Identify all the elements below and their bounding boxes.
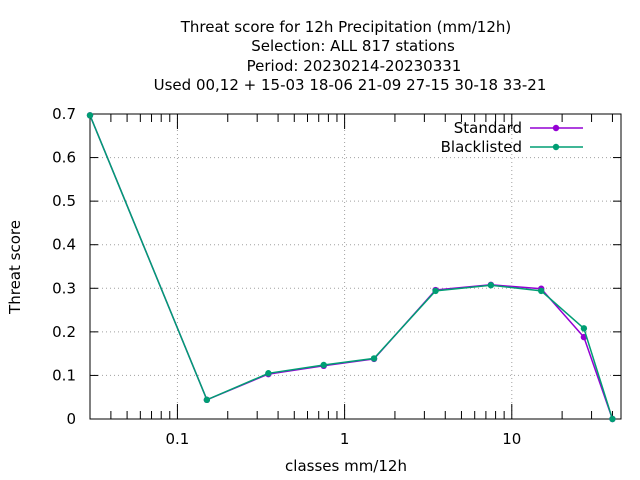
title-line-3: Period: 20230214-20230331: [247, 57, 462, 75]
series-line: [89, 115, 614, 420]
title-line-2: Selection: ALL 817 stations: [251, 37, 455, 55]
x-axis-label: classes mm/12h: [285, 457, 407, 475]
x-tick-label: 0.1: [165, 430, 189, 448]
data-point: [203, 396, 211, 404]
series-line: [89, 115, 614, 420]
plot-frame: [89, 113, 622, 420]
y-tick-label: 0.5: [52, 192, 76, 210]
y-tick-label: 0.6: [52, 149, 76, 167]
y-tick-label: 0.2: [52, 323, 76, 341]
y-tick-label: 0.1: [52, 366, 76, 384]
x-tick-label: 10: [502, 430, 521, 448]
series-layer: [86, 112, 616, 423]
grid-lines: [90, 114, 621, 419]
legend-label: Blacklisted: [441, 138, 522, 156]
title-line-4: Used 00,12 + 15-03 18-06 21-09 27-15 30-…: [154, 76, 547, 94]
legend-label: Standard: [454, 119, 522, 137]
data-point: [265, 370, 272, 377]
y-axis-ticks: 0 0.1 0.2 0.3 0.4 0.5 0.6 0.7: [52, 105, 621, 428]
data-point: [370, 355, 378, 362]
x-axis-ticks: 0.1 1 10: [165, 114, 521, 448]
y-tick-label: 0.4: [52, 236, 76, 254]
data-point: [432, 287, 439, 295]
minor-ticks: [110, 114, 613, 419]
data-point: [320, 361, 327, 369]
data-point: [580, 325, 588, 332]
data-point: [86, 112, 94, 119]
data-point: [609, 415, 616, 423]
legend-swatch-marker: [552, 124, 560, 132]
y-tick-label: 0: [66, 410, 76, 428]
series-blacklisted: [86, 112, 616, 423]
data-point: [538, 287, 545, 295]
y-axis-label: Threat score: [6, 220, 24, 315]
chart-title: Threat score for 12h Precipitation (mm/1…: [154, 18, 547, 94]
data-point: [487, 282, 495, 289]
x-tick-label: 1: [340, 430, 350, 448]
legend-swatch-marker: [552, 143, 560, 151]
y-tick-label: 0.7: [52, 105, 76, 123]
title-line-1: Threat score for 12h Precipitation (mm/1…: [180, 18, 512, 36]
y-tick-label: 0.3: [52, 279, 76, 297]
